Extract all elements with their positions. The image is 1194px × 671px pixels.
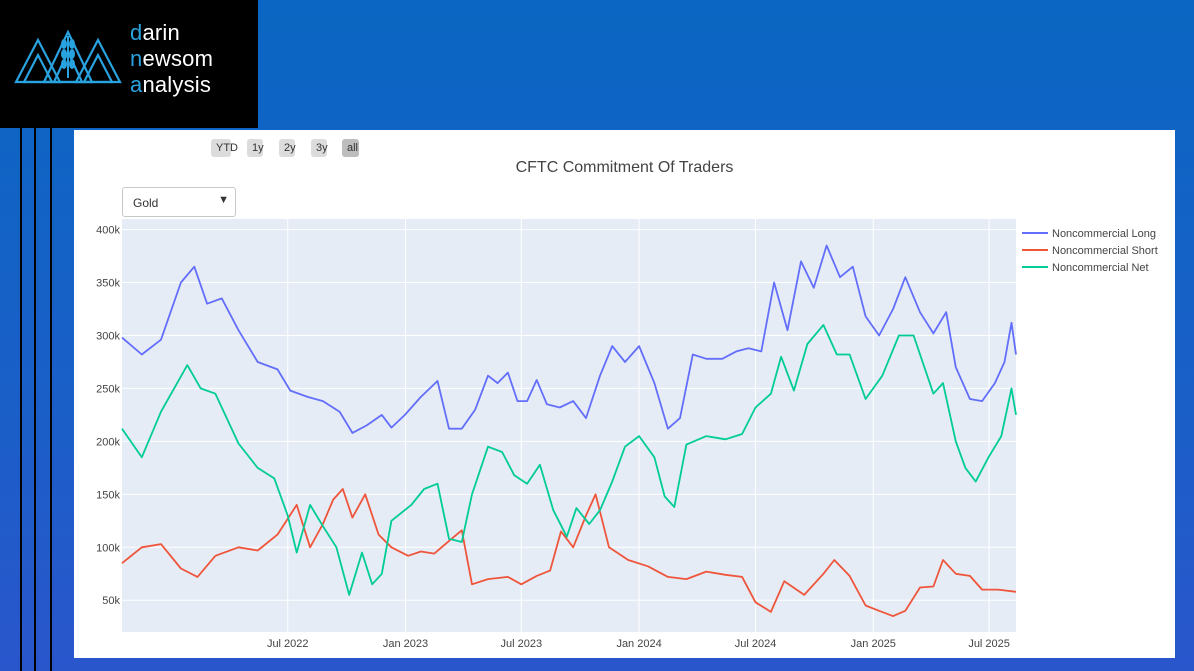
y-tick-label: 300k [96,330,120,342]
y-tick-label: 50k [102,595,120,607]
logo-line-3: analysis [130,72,213,98]
logo-line-1: darin [130,20,213,46]
range-button-1y[interactable]: 1y [247,139,264,157]
logo-word-rest: ewsom [142,46,214,71]
range-button-all[interactable]: all [342,139,359,157]
y-tick-label: 150k [96,489,120,501]
caret-down-icon: ▼ [218,194,229,206]
logo-initial: d [130,20,143,45]
legend: Noncommercial Long Noncommercial Short Non… [1022,228,1158,274]
legend-label[interactable]: Noncommercial Long [1052,228,1156,240]
decorative-line [20,128,22,671]
y-tick-label: 100k [96,542,120,554]
commodity-dropdown[interactable]: Gold ▼ [122,187,236,217]
logo-wordmark: darin newsom analysis [130,20,213,98]
mountain-logo-icon [14,29,122,84]
legend-label[interactable]: Noncommercial Net [1052,262,1149,274]
y-axis-tick-labels: 50k 100k 150k 200k 250k 300k 350k 400k [96,225,120,608]
logo-line-2: newsom [130,46,213,72]
logo-initial: n [130,46,143,71]
series-lines [121,244,1017,618]
x-tick-label: Jul 2025 [968,638,1010,650]
logo-word-rest: arin [142,20,180,45]
x-tick-label: Jan 2025 [851,638,896,650]
chart-panel: YTD 1y 2y 3y all CFTC Commitment Of Trad… [74,130,1175,658]
x-tick-label: Jul 2024 [735,638,777,650]
decorative-line [50,128,52,671]
series-line-noncommercial-long [121,244,1017,434]
range-button-3y[interactable]: 3y [311,139,328,157]
logo: darin newsom analysis [0,0,258,128]
series-line-noncommercial-short [121,488,1017,618]
y-tick-label: 400k [96,225,120,237]
legend-label[interactable]: Noncommercial Short [1052,245,1158,257]
vertical-gridlines [287,219,990,632]
x-tick-label: Jan 2023 [383,638,428,650]
logo-word-rest: nalysis [142,72,212,97]
dropdown-selected-value: Gold [133,196,159,210]
x-tick-label: Jul 2023 [501,638,543,650]
line-chart: 50k 100k 150k 200k 250k 300k 350k 400k Jul 2022… [96,219,1158,650]
horizontal-gridlines [122,229,1016,601]
logo-initial: a [130,72,143,97]
range-button-ytd[interactable]: YTD [211,139,238,157]
decorative-line [34,128,36,671]
y-tick-label: 350k [96,278,120,290]
x-tick-label: Jan 2024 [616,638,661,650]
series-line-noncommercial-net [121,323,1017,596]
plot-area [122,219,1016,632]
x-axis-tick-labels: Jul 2022 Jan 2023 Jul 2023 Jan 2024 Jul 2024… [267,638,1010,650]
y-tick-label: 200k [96,436,120,448]
x-tick-label: Jul 2022 [267,638,309,650]
chart-title: CFTC Commitment Of Traders [515,159,734,176]
range-button-2y[interactable]: 2y [279,139,296,157]
y-tick-label: 250k [96,383,120,395]
